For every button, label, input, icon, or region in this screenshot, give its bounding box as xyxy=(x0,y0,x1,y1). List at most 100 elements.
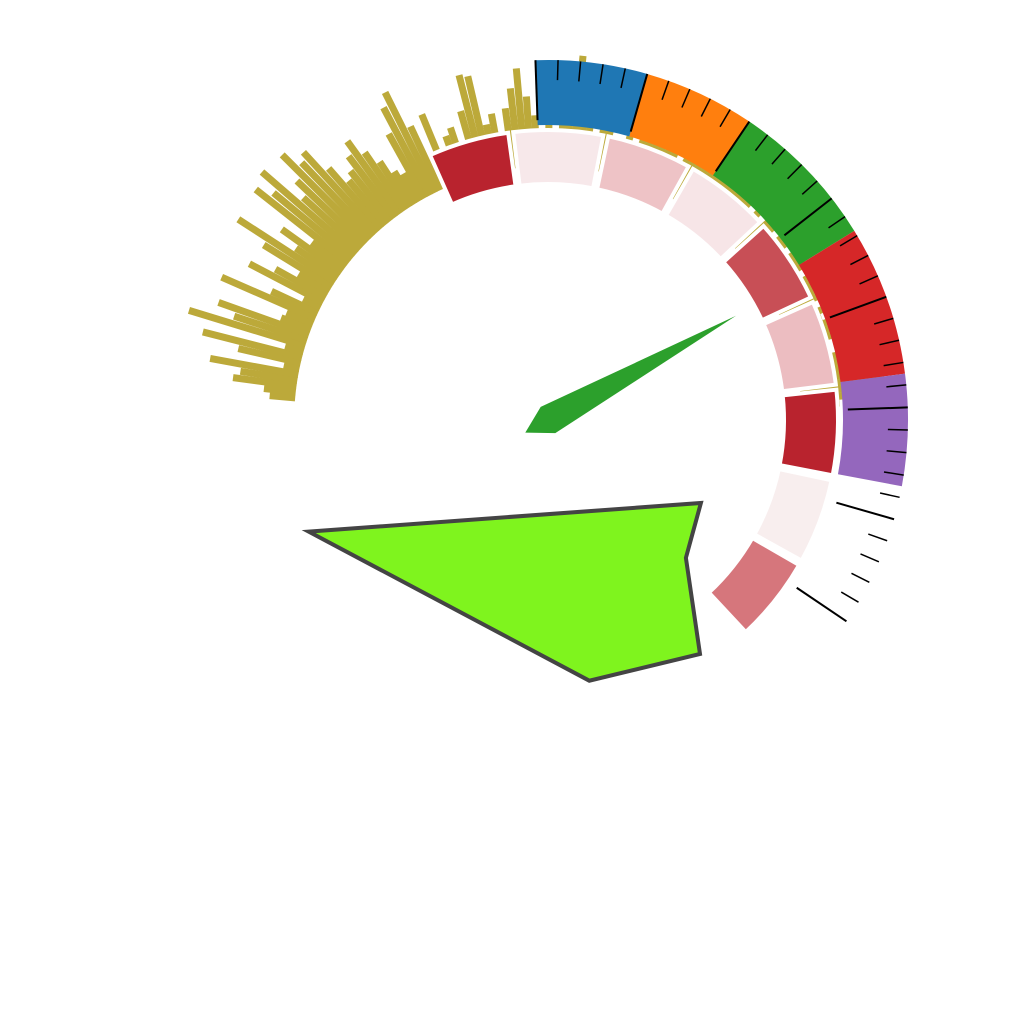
radial-bar xyxy=(294,178,367,248)
radial-bar xyxy=(201,328,303,361)
minor-tick xyxy=(700,98,711,117)
inner-segment xyxy=(751,466,835,564)
tick-group xyxy=(534,60,908,623)
radial-bar xyxy=(271,190,355,261)
minor-tick xyxy=(879,492,900,499)
radial-bar xyxy=(309,239,348,271)
major-tick xyxy=(783,197,833,237)
inner-ring-group xyxy=(427,128,840,635)
outer-band xyxy=(798,230,906,383)
minor-tick xyxy=(620,68,627,89)
major-tick xyxy=(796,586,848,623)
radial-bar xyxy=(209,355,299,378)
minor-tick xyxy=(556,60,559,81)
minor-tick xyxy=(887,428,908,431)
radial-bar xyxy=(233,312,309,344)
minor-tick xyxy=(599,64,604,85)
minor-tick xyxy=(860,553,880,563)
radial-bar xyxy=(380,106,433,198)
minor-tick xyxy=(886,450,907,454)
radial-bar xyxy=(270,288,320,317)
radial-bar xyxy=(385,132,428,200)
radial-bar xyxy=(299,160,376,240)
radial-bar xyxy=(381,90,439,195)
radial-bar xyxy=(273,266,328,301)
minor-tick xyxy=(850,254,869,266)
radial-bar xyxy=(285,309,315,327)
major-tick xyxy=(847,406,908,411)
inner-segment xyxy=(427,130,518,208)
minor-tick xyxy=(578,61,582,82)
radial-bar xyxy=(259,169,359,257)
minor-tick xyxy=(754,134,769,152)
minor-tick xyxy=(840,591,859,603)
radial-bar xyxy=(247,260,325,306)
major-tick xyxy=(534,60,539,121)
minor-tick xyxy=(886,384,907,388)
radial-bar xyxy=(361,150,408,213)
radial-bar xyxy=(376,159,413,210)
outer-band-group xyxy=(535,60,909,487)
inner-segment xyxy=(594,133,692,217)
outer-band xyxy=(535,60,648,137)
outer-band xyxy=(712,121,855,265)
major-tick xyxy=(629,73,649,132)
radial-bar xyxy=(217,299,311,338)
radial-bar xyxy=(300,149,380,235)
minor-tick xyxy=(868,533,888,542)
radial-bar xyxy=(300,195,363,252)
inner-segment xyxy=(760,299,839,394)
minor-tick xyxy=(859,275,879,285)
minor-tick xyxy=(828,215,846,229)
minor-tick xyxy=(851,572,870,583)
radial-bar xyxy=(239,367,298,384)
inner-segment xyxy=(706,535,802,635)
minor-tick xyxy=(873,317,894,325)
minor-tick xyxy=(883,471,904,476)
inner-segment xyxy=(720,223,814,323)
radial-bar xyxy=(400,171,423,203)
major-tick xyxy=(829,295,887,319)
radial-bar xyxy=(232,374,297,390)
radial-bar xyxy=(269,392,296,402)
radial-bar xyxy=(236,216,337,285)
gauge-needle xyxy=(525,315,736,434)
major-tick xyxy=(714,120,751,172)
radial-bar xyxy=(345,154,398,220)
radial-bar xyxy=(261,242,334,290)
radial-bar xyxy=(284,343,305,355)
inner-segment xyxy=(663,166,763,262)
minor-tick xyxy=(839,235,858,247)
radial-bar xyxy=(391,169,418,207)
minor-tick xyxy=(879,339,900,346)
minor-tick xyxy=(801,180,818,195)
radial-bar xyxy=(220,274,317,322)
radial-bar xyxy=(293,245,341,280)
minor-tick xyxy=(883,361,904,367)
outer-band xyxy=(837,373,909,487)
needle-group xyxy=(525,315,736,434)
radial-bar xyxy=(279,314,313,333)
radial-bar xyxy=(344,139,403,217)
radial-bar xyxy=(296,271,331,296)
radial-bar xyxy=(407,124,444,192)
radial-bar xyxy=(237,345,302,367)
inner-segment xyxy=(777,387,840,478)
radar-group xyxy=(301,500,704,683)
inner-segment xyxy=(510,128,606,191)
radial-bar xyxy=(279,152,371,244)
radial-bar xyxy=(325,166,384,232)
outer-band xyxy=(629,73,750,176)
minor-tick xyxy=(771,148,786,165)
radar-polygon xyxy=(301,500,704,683)
minor-tick xyxy=(719,109,731,128)
radial-bar xyxy=(253,186,351,266)
radial-bar xyxy=(347,168,394,224)
radial-bar xyxy=(301,295,323,311)
minor-tick xyxy=(661,80,670,100)
radial-bar xyxy=(263,385,297,396)
radial-bar xyxy=(283,362,301,373)
radial-bar xyxy=(187,307,307,350)
